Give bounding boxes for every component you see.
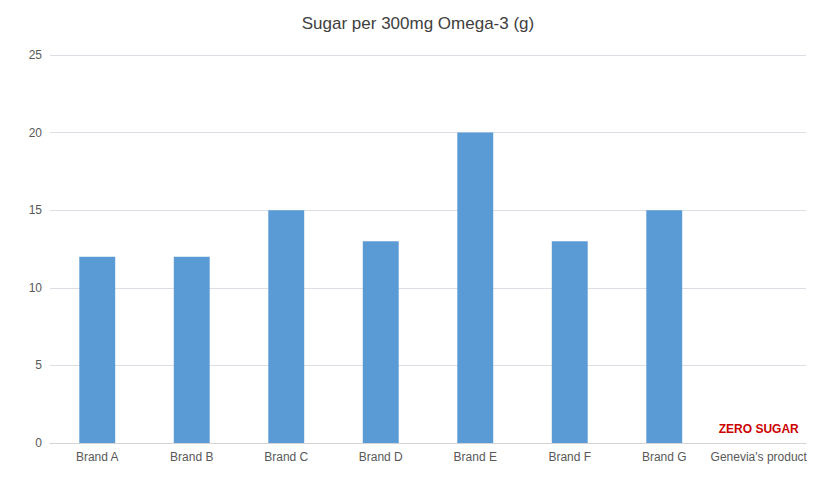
svg-text:10: 10 bbox=[29, 281, 43, 295]
svg-text:Brand F: Brand F bbox=[548, 450, 591, 464]
svg-text:Brand G: Brand G bbox=[642, 450, 687, 464]
svg-text:Brand C: Brand C bbox=[264, 450, 308, 464]
svg-text:Sugar per 300mg Omega-3 (g): Sugar per 300mg Omega-3 (g) bbox=[302, 14, 534, 33]
svg-text:ZERO SUGAR: ZERO SUGAR bbox=[719, 422, 799, 436]
svg-text:0: 0 bbox=[35, 436, 42, 450]
svg-text:Brand D: Brand D bbox=[359, 450, 403, 464]
svg-text:25: 25 bbox=[29, 48, 43, 62]
svg-text:Genevia's product: Genevia's product bbox=[711, 450, 808, 464]
svg-text:20: 20 bbox=[29, 126, 43, 140]
svg-text:5: 5 bbox=[35, 358, 42, 372]
svg-text:15: 15 bbox=[29, 203, 43, 217]
svg-text:Brand E: Brand E bbox=[454, 450, 497, 464]
svg-text:Brand A: Brand A bbox=[76, 450, 119, 464]
svg-text:Brand B: Brand B bbox=[170, 450, 213, 464]
